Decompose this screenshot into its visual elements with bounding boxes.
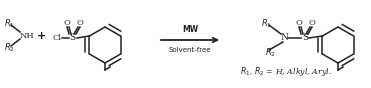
Text: O: O — [309, 19, 315, 27]
Text: $R_1$: $R_1$ — [261, 18, 272, 30]
Text: N: N — [280, 34, 288, 43]
Text: $R_1$: $R_1$ — [4, 18, 15, 30]
Text: +: + — [36, 31, 46, 41]
Text: $R_2$: $R_2$ — [265, 47, 276, 59]
Text: S: S — [302, 34, 308, 43]
Text: MW: MW — [182, 24, 198, 34]
Text: S: S — [69, 34, 75, 43]
Text: Cl: Cl — [52, 34, 62, 42]
Text: $R_1$, $R_2$ = H, Alkyl, Aryl.: $R_1$, $R_2$ = H, Alkyl, Aryl. — [240, 65, 332, 78]
Text: Solvent-free: Solvent-free — [169, 47, 211, 53]
Text: O: O — [76, 19, 83, 27]
Text: O: O — [63, 19, 70, 27]
Text: O: O — [296, 19, 302, 27]
Text: NH: NH — [20, 32, 35, 40]
Text: $R_2$: $R_2$ — [4, 42, 15, 54]
